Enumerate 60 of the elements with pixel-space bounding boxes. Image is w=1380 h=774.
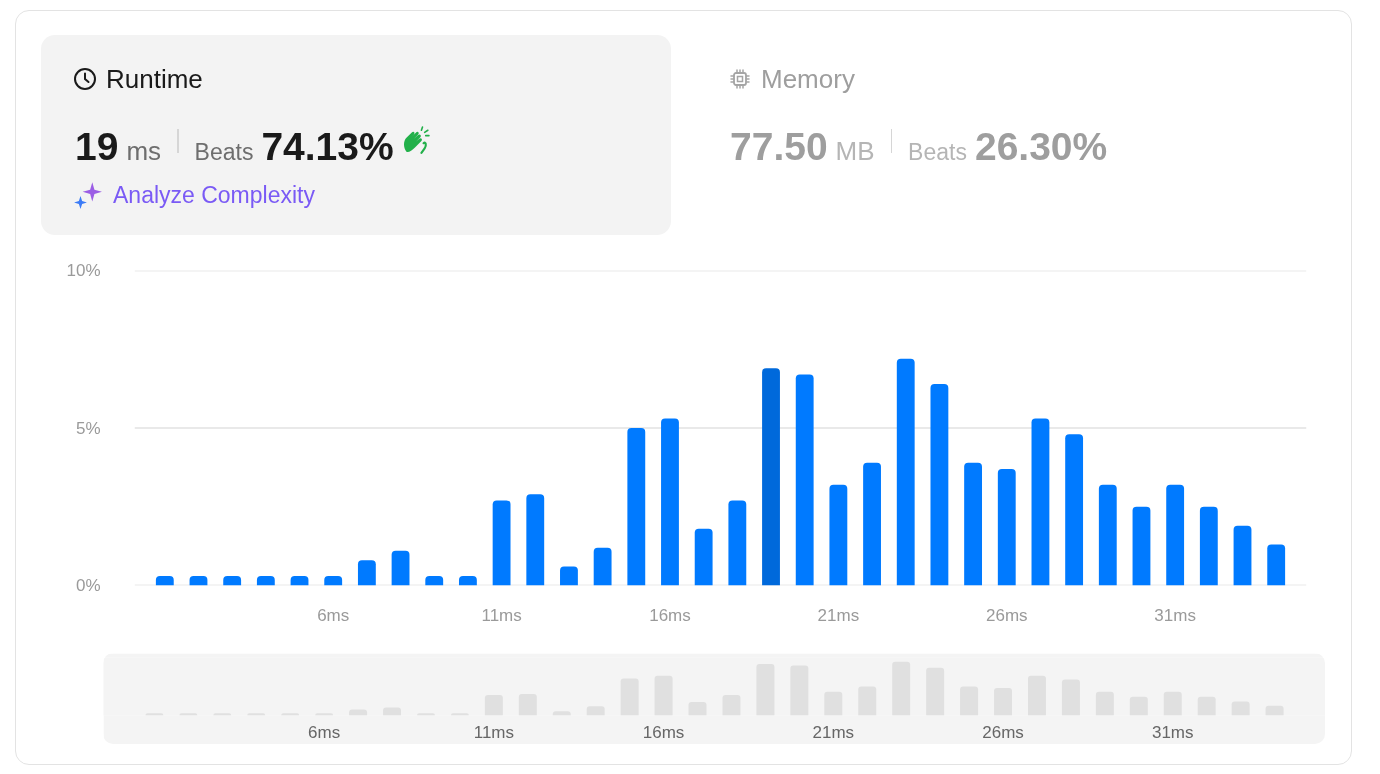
bar xyxy=(930,383,949,586)
bar xyxy=(1031,418,1050,586)
bar xyxy=(1065,434,1084,586)
text: Analyze Complexity xyxy=(113,181,315,210)
bar xyxy=(256,576,275,586)
bar xyxy=(1233,525,1252,586)
bar xyxy=(1199,506,1218,586)
bar xyxy=(425,576,444,586)
bar xyxy=(189,576,208,586)
bar xyxy=(1098,484,1117,586)
bar xyxy=(1267,544,1286,586)
text: 26.30% xyxy=(974,124,1108,170)
x-tick-label: 31ms xyxy=(1154,605,1196,625)
x-tick-label: 21ms xyxy=(812,722,855,742)
y-tick-label: 5% xyxy=(75,418,101,438)
bar xyxy=(223,576,242,586)
bar xyxy=(391,550,410,586)
bar xyxy=(324,576,343,586)
bar xyxy=(627,428,646,586)
bar xyxy=(694,528,713,586)
bar xyxy=(458,576,477,586)
x-tick-label: 16ms xyxy=(642,722,685,742)
x-tick-label: 21ms xyxy=(817,605,860,625)
bar xyxy=(997,468,1016,586)
x-tick-label: 26ms xyxy=(985,605,1028,625)
x-tick-label: 31ms xyxy=(1151,722,1194,742)
bar xyxy=(593,547,612,586)
text: Beats xyxy=(908,138,967,167)
x-tick-label: 11ms xyxy=(473,722,515,742)
x-tick-label: 16ms xyxy=(649,605,691,625)
bar xyxy=(795,374,814,586)
bar xyxy=(560,566,578,586)
bar xyxy=(1132,506,1151,586)
x-tick-label: 11ms xyxy=(481,605,522,625)
bar xyxy=(863,462,881,586)
bar xyxy=(964,462,983,586)
text: Runtime xyxy=(106,64,203,94)
bar xyxy=(661,418,679,586)
text: 19 xyxy=(75,124,119,170)
text: 77.50 xyxy=(730,124,828,170)
text: ms xyxy=(126,135,162,168)
bar xyxy=(896,358,915,586)
text: 74.13% xyxy=(261,124,394,170)
bar xyxy=(829,484,848,586)
y-tick-label: 10% xyxy=(66,261,101,280)
x-tick-label: 6ms xyxy=(317,605,350,625)
text: MB xyxy=(835,135,875,168)
x-tick-label: 6ms xyxy=(308,722,341,742)
x-tick-label: 26ms xyxy=(982,722,1024,742)
y-tick-label: 0% xyxy=(75,576,101,595)
bar xyxy=(357,560,376,586)
bar xyxy=(526,494,545,586)
bar xyxy=(728,500,747,586)
bar xyxy=(1166,484,1185,586)
bar xyxy=(762,368,780,586)
text: Memory xyxy=(761,64,855,94)
bar xyxy=(155,576,174,586)
bar xyxy=(290,576,309,586)
text: Beats xyxy=(194,138,254,167)
bar xyxy=(492,500,511,586)
